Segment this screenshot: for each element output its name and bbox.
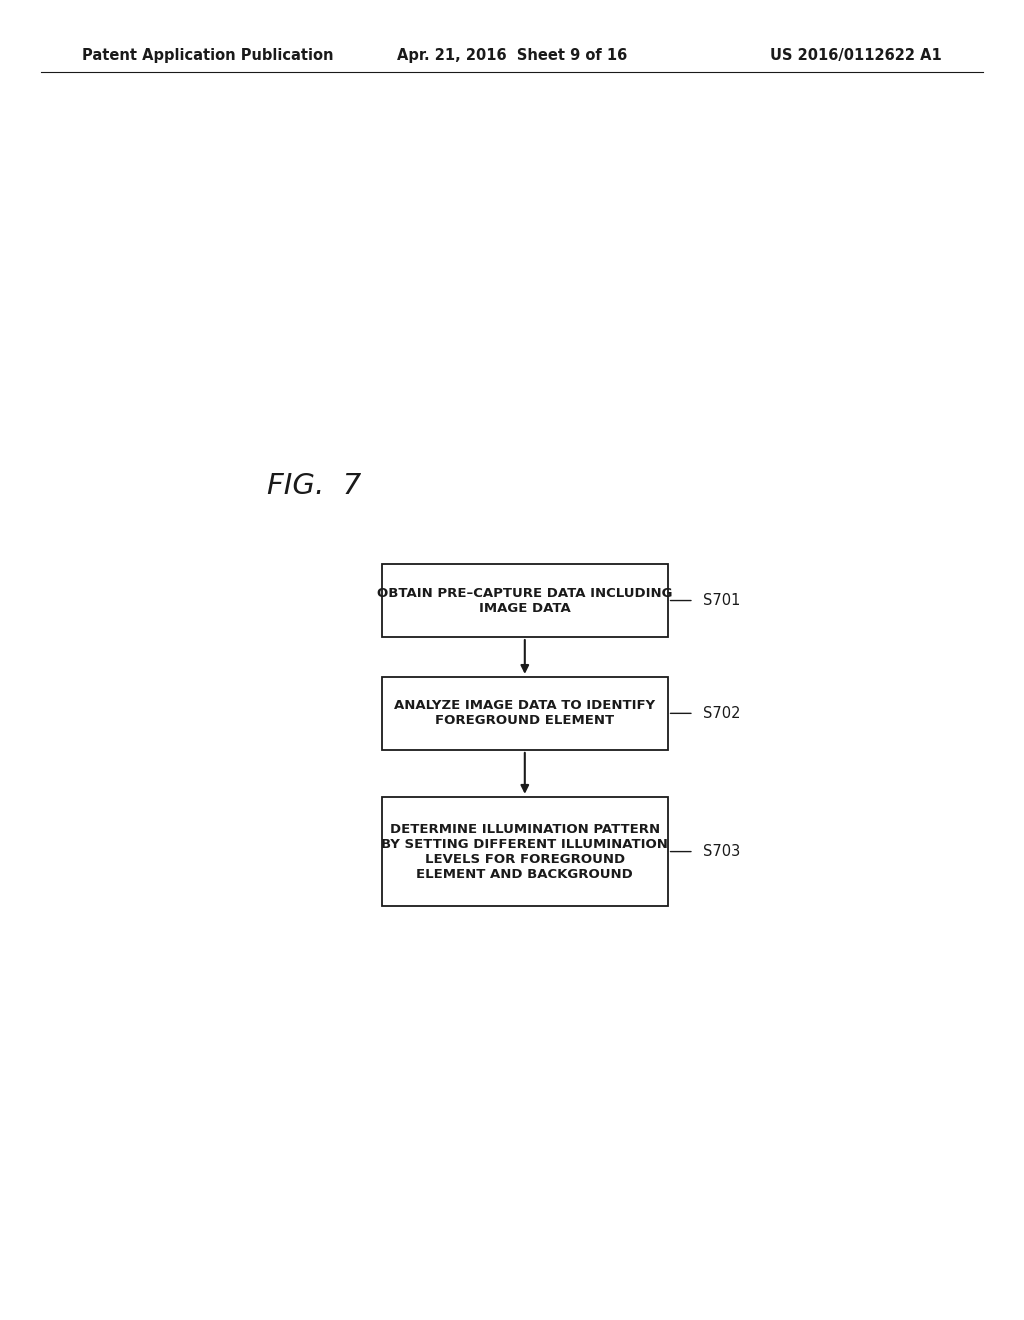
Text: Patent Application Publication: Patent Application Publication	[82, 48, 334, 63]
FancyBboxPatch shape	[382, 797, 668, 907]
Text: DETERMINE ILLUMINATION PATTERN
BY SETTING DIFFERENT ILLUMINATION
LEVELS FOR FORE: DETERMINE ILLUMINATION PATTERN BY SETTIN…	[381, 822, 669, 880]
Text: S701: S701	[703, 593, 740, 609]
Text: S703: S703	[703, 843, 740, 859]
Text: ANALYZE IMAGE DATA TO IDENTIFY
FOREGROUND ELEMENT: ANALYZE IMAGE DATA TO IDENTIFY FOREGROUN…	[394, 700, 655, 727]
Text: Apr. 21, 2016  Sheet 9 of 16: Apr. 21, 2016 Sheet 9 of 16	[397, 48, 627, 63]
Text: FIG.  7: FIG. 7	[267, 471, 361, 500]
Text: US 2016/0112622 A1: US 2016/0112622 A1	[770, 48, 942, 63]
FancyBboxPatch shape	[382, 564, 668, 638]
Text: S702: S702	[703, 706, 740, 721]
Text: OBTAIN PRE–CAPTURE DATA INCLUDING
IMAGE DATA: OBTAIN PRE–CAPTURE DATA INCLUDING IMAGE …	[377, 586, 673, 615]
FancyBboxPatch shape	[382, 677, 668, 750]
